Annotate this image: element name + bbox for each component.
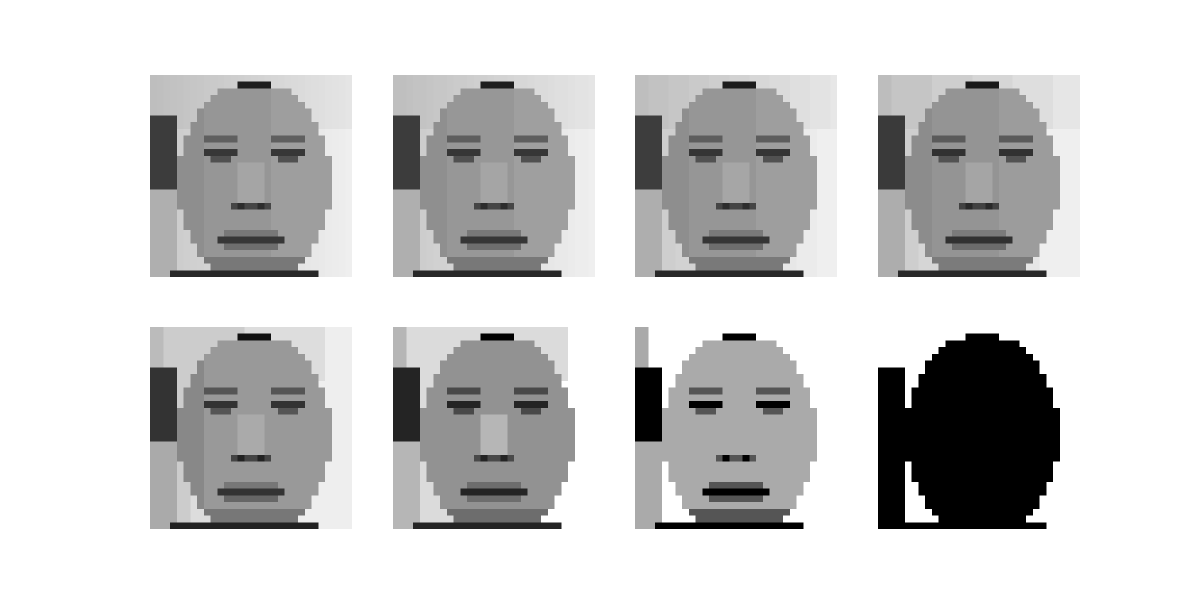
panel-quant-4	[150, 327, 352, 529]
panel-quant-2	[635, 75, 837, 277]
panel-quant-1	[393, 75, 595, 277]
panel-quant-3	[878, 75, 1080, 277]
panel-binary	[878, 327, 1080, 529]
panel-quant-5	[393, 327, 595, 529]
panel-quant-6	[635, 327, 837, 529]
panel-original	[150, 75, 352, 277]
